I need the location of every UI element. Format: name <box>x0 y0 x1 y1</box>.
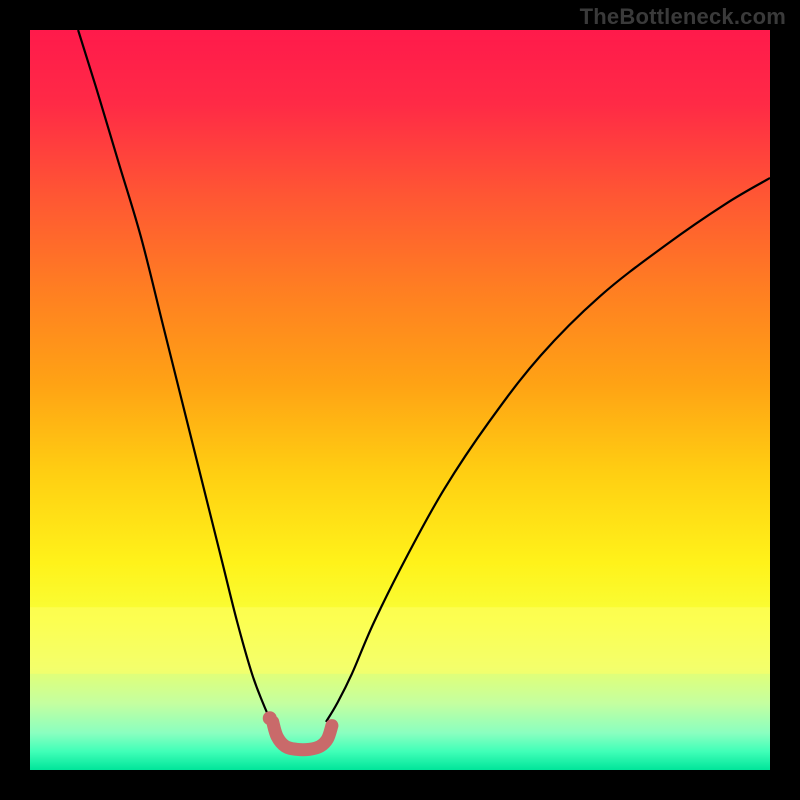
valley-marker-dot <box>263 711 277 725</box>
chart-stage: TheBottleneck.com <box>0 0 800 800</box>
watermark-text: TheBottleneck.com <box>580 4 786 30</box>
bottleneck-curve-chart <box>0 0 800 800</box>
highlight-band <box>30 607 770 674</box>
